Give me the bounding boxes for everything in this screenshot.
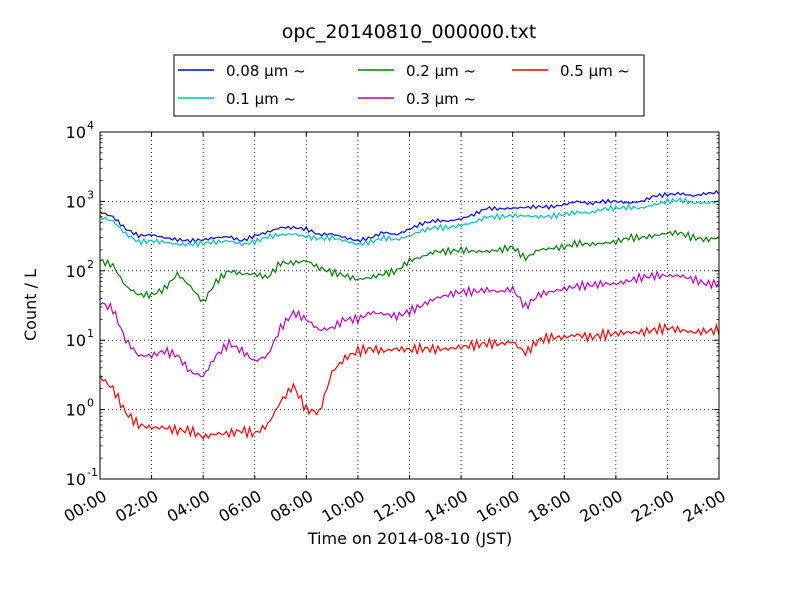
x-tick-label: 02:00 [112, 486, 161, 526]
y-tick-label: 10 [66, 123, 86, 142]
x-tick-label: 06:00 [215, 486, 264, 526]
legend-label: 0.1 μm ~ [226, 90, 296, 108]
y-tick-exponent: 3 [87, 188, 94, 201]
series-layer [99, 189, 720, 441]
x-tick-label: 10:00 [318, 486, 367, 526]
series-line [99, 321, 720, 441]
series-line [99, 197, 720, 248]
y-tick-label: 10 [66, 470, 86, 489]
x-tick-label: 24:00 [680, 486, 729, 526]
legend-label: 0.08 μm ~ [226, 62, 306, 80]
legend-label: 0.3 μm ~ [406, 90, 476, 108]
y-tick-exponent: 0 [87, 397, 94, 410]
y-tick-exponent: 4 [87, 119, 94, 132]
x-tick-label: 12:00 [370, 486, 419, 526]
x-tick-label: 18:00 [525, 486, 574, 526]
y-tick-exponent: 1 [87, 327, 94, 340]
axis-ticks: 00:00 02:00 04:00 06:00 08:00 10:00 12:00 14:00… [61, 119, 729, 526]
legend: 0.08 μm ~ 0.1 μm ~ 0.2 μm ~ 0.3 μm ~ 0.5 μm … [173, 54, 645, 117]
legend-label: 0.2 μm ~ [406, 62, 476, 80]
y-tick-exponent: -1 [87, 466, 98, 479]
legend-label: 0.5 μm ~ [560, 62, 630, 80]
chart-title: opc_20140810_000000.txt [282, 21, 537, 43]
y-tick-label: 10 [66, 192, 86, 211]
x-tick-label: 20:00 [576, 486, 625, 526]
y-tick-label: 10 [66, 401, 86, 420]
x-tick-label: 14:00 [422, 486, 471, 526]
series-line [99, 270, 720, 377]
series-line [99, 189, 720, 244]
x-tick-label: 04:00 [164, 486, 213, 526]
y-axis-label: Count / L [21, 269, 40, 341]
x-tick-label: 00:00 [61, 486, 110, 526]
x-tick-label: 22:00 [628, 486, 677, 526]
x-tick-label: 08:00 [267, 486, 316, 526]
legend-box [173, 54, 645, 117]
x-tick-label: 16:00 [473, 486, 522, 526]
series-line [99, 229, 720, 303]
x-axis-label: Time on 2014-08-10 (JST) [307, 529, 512, 548]
y-tick-exponent: 2 [87, 258, 94, 271]
y-tick-label: 10 [66, 331, 86, 350]
y-tick-label: 10 [66, 262, 86, 281]
